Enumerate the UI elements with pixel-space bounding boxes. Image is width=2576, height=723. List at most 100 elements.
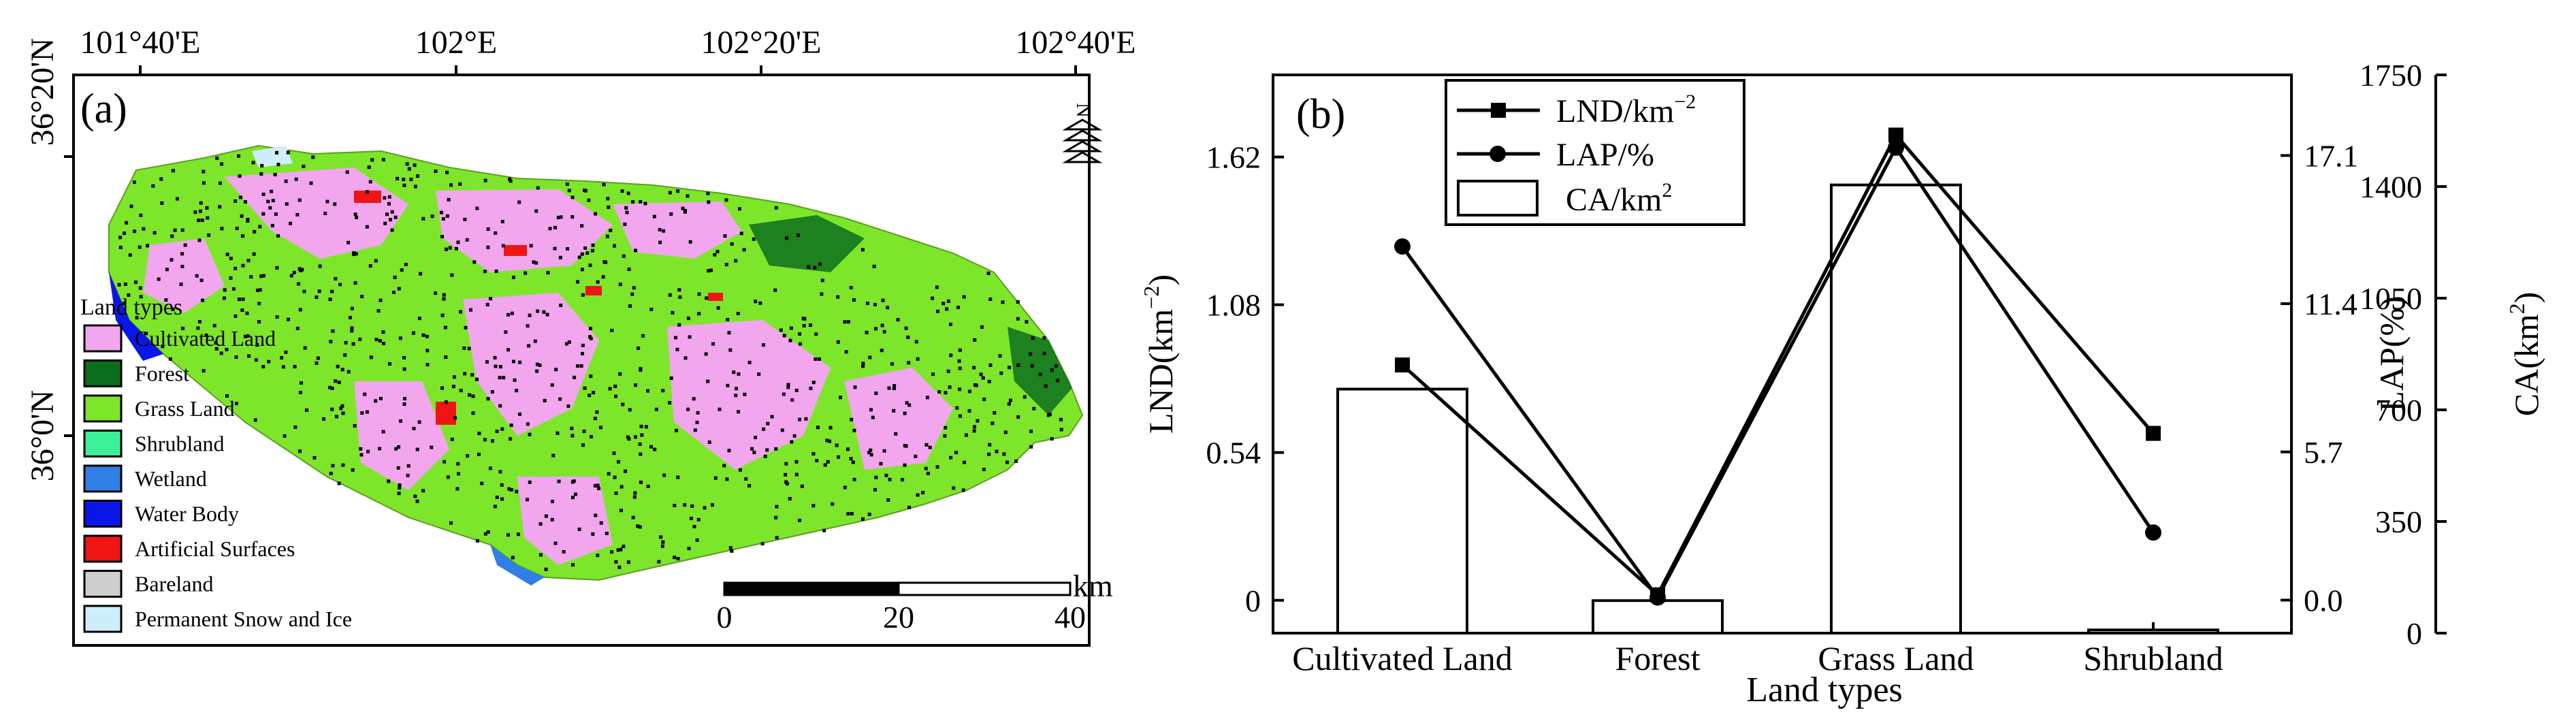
landslide-point bbox=[901, 478, 905, 482]
landslide-point bbox=[811, 381, 816, 385]
legend-label: Water Body bbox=[135, 502, 239, 526]
landslide-point bbox=[387, 479, 391, 483]
landslide-point bbox=[886, 306, 890, 310]
landslide-point bbox=[133, 280, 138, 285]
landslide-point bbox=[869, 408, 873, 412]
landslide-point bbox=[305, 408, 309, 412]
landslide-point bbox=[630, 292, 634, 296]
landslide-point bbox=[411, 331, 415, 335]
landslide-point bbox=[323, 211, 327, 215]
landslide-point bbox=[365, 410, 369, 414]
landslide-point bbox=[660, 544, 664, 548]
landslide-point bbox=[886, 498, 890, 502]
landslide-point bbox=[469, 308, 473, 312]
landslide-point bbox=[117, 283, 121, 287]
landslide-point bbox=[303, 346, 307, 350]
landslide-point bbox=[626, 435, 630, 439]
legend-swatch bbox=[83, 464, 123, 493]
landslide-point bbox=[445, 170, 449, 174]
landslide-point bbox=[157, 277, 161, 281]
landslide-point bbox=[754, 300, 758, 304]
landslide-point bbox=[713, 476, 718, 480]
landslide-point bbox=[576, 364, 580, 368]
right-tick-label: 1750 bbox=[2360, 58, 2422, 93]
landslide-point bbox=[489, 297, 493, 301]
landslide-point bbox=[315, 361, 319, 365]
landslide-point bbox=[289, 221, 293, 225]
landslide-point bbox=[618, 372, 622, 376]
landslide-point bbox=[566, 404, 570, 408]
landslide-point bbox=[649, 445, 653, 449]
landslide-point bbox=[669, 212, 673, 216]
landslide-point bbox=[551, 453, 556, 457]
landslide-point bbox=[668, 191, 672, 195]
legend-label: Bareland bbox=[135, 572, 214, 596]
landslide-point bbox=[255, 343, 259, 347]
landslide-point bbox=[944, 391, 948, 395]
north-label: N bbox=[1072, 103, 1095, 118]
landslide-point bbox=[732, 370, 736, 374]
landslide-point bbox=[653, 447, 657, 451]
landslide-point bbox=[139, 295, 143, 299]
landslide-point bbox=[831, 502, 835, 506]
landslide-point bbox=[846, 512, 850, 516]
landslide-point bbox=[780, 428, 784, 432]
landslide-point bbox=[765, 448, 769, 452]
landslide-point bbox=[231, 287, 236, 291]
landslide-point bbox=[583, 246, 587, 250]
landslide-point bbox=[782, 334, 786, 338]
landslide-point bbox=[752, 451, 756, 455]
landslide-point bbox=[662, 229, 666, 233]
landslide-point bbox=[843, 485, 847, 489]
scale-tick-20: 20 bbox=[883, 600, 914, 634]
legend-swatch bbox=[83, 605, 123, 633]
landslide-point bbox=[637, 347, 641, 351]
landslide-point bbox=[486, 397, 490, 401]
landslide-point bbox=[1038, 372, 1042, 376]
landslide-point bbox=[818, 262, 822, 266]
landslide-point bbox=[587, 198, 591, 202]
landslide-point bbox=[535, 369, 539, 373]
chart-legend-item: CA/km2 bbox=[1457, 179, 1672, 218]
landslide-point bbox=[374, 259, 378, 263]
landslide-point bbox=[199, 201, 203, 205]
landslide-point bbox=[309, 181, 313, 185]
landslide-point bbox=[271, 199, 275, 203]
landslide-point bbox=[946, 369, 950, 373]
landslide-point bbox=[888, 477, 892, 481]
landslide-point bbox=[988, 297, 993, 301]
landslide-point bbox=[706, 191, 710, 195]
landslide-point bbox=[218, 205, 222, 209]
landslide-point bbox=[688, 240, 692, 244]
lnd-point bbox=[2146, 425, 2161, 441]
landslide-point bbox=[125, 221, 129, 225]
landslide-point bbox=[1008, 366, 1012, 370]
landslide-point bbox=[837, 455, 841, 459]
landslide-point bbox=[500, 497, 504, 501]
landslide-point bbox=[711, 342, 715, 346]
landslide-point bbox=[1029, 430, 1033, 434]
landslide-point bbox=[483, 438, 487, 442]
landslide-point bbox=[1059, 417, 1063, 421]
landslide-point bbox=[206, 216, 210, 220]
landslide-point bbox=[599, 521, 603, 525]
landslide-point bbox=[707, 200, 711, 204]
legend-swatch bbox=[83, 570, 123, 598]
landslide-point bbox=[931, 372, 935, 376]
series-line bbox=[1400, 144, 2155, 601]
landslide-point bbox=[118, 245, 123, 249]
chart-legend-label: CA/km2 bbox=[1566, 179, 1672, 218]
landslide-point bbox=[261, 365, 265, 369]
landslide-point bbox=[294, 177, 298, 181]
landslide-point bbox=[449, 183, 453, 187]
landslide-point bbox=[957, 359, 961, 363]
landslide-point bbox=[742, 248, 746, 252]
landslide-point bbox=[639, 481, 643, 485]
landslide-point bbox=[302, 289, 306, 293]
landslide-point bbox=[869, 453, 873, 457]
landslide-point bbox=[596, 553, 600, 558]
landslide-point bbox=[463, 217, 467, 221]
landslide-point bbox=[251, 161, 255, 165]
landslide-point bbox=[1016, 300, 1020, 304]
landslide-point bbox=[486, 530, 490, 534]
